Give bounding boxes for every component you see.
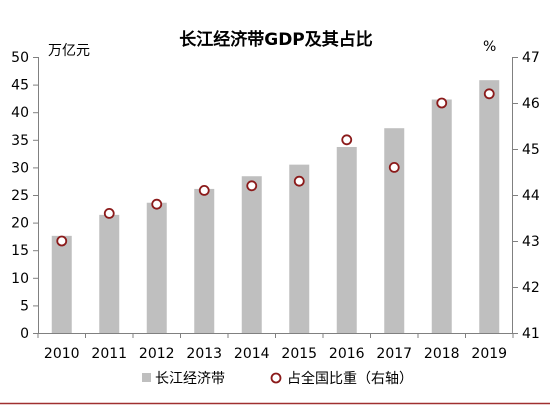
x-tick-label: 2016: [329, 346, 365, 362]
left-tick-label: 30: [11, 160, 29, 176]
left-tick-label: 40: [11, 105, 29, 121]
x-tick-label: 2015: [281, 346, 317, 362]
left-tick-label: 35: [11, 133, 29, 149]
marker-2010: [56, 235, 68, 247]
marker-2011: [103, 207, 115, 219]
right-axis-ticks: 41 42 43 44 45 46 47: [513, 50, 540, 342]
gdp-bar-series: [51, 80, 500, 334]
bar-2014: [241, 176, 262, 333]
x-tick-label: 2019: [471, 346, 507, 362]
right-tick-label: 46: [522, 96, 540, 112]
marker-2019: [483, 88, 495, 100]
bar-2017: [384, 128, 405, 333]
x-tick-label: 2011: [91, 346, 127, 362]
bar-2011: [99, 214, 120, 333]
left-tick-label: 20: [11, 216, 29, 232]
right-tick-label: 47: [522, 50, 540, 66]
left-axis-ticks: 0 5 10 15 20 25 30 35 40 45 50: [11, 50, 38, 342]
left-tick-label: 15: [11, 243, 29, 259]
legend: 长江经济带 占全国比重（右轴）: [142, 370, 413, 387]
legend-label-gdp: 长江经济带: [155, 371, 225, 387]
bar-2015: [289, 164, 310, 333]
chart-title: 长江经济带GDP及其占比: [179, 29, 373, 50]
x-tick-label: 2010: [44, 346, 80, 362]
legend-marker-share: [270, 372, 282, 384]
legend-label-share: 占全国比重（右轴）: [287, 370, 413, 387]
bar-2019: [479, 80, 500, 334]
marker-2018: [436, 97, 448, 109]
share-marker-series: [56, 88, 495, 247]
marker-2012: [151, 198, 163, 210]
marker-2017: [388, 161, 400, 173]
x-axis-ticks: 2010 2011 2012 2013 2014 2015 2016 2017 2018 2019: [37, 333, 514, 362]
x-tick-label: 2017: [376, 346, 412, 362]
x-tick-label: 2013: [186, 346, 222, 362]
marker-2014: [246, 180, 258, 192]
marker-2015: [293, 175, 305, 187]
marker-2013: [198, 184, 210, 196]
bar-2012: [146, 202, 167, 333]
left-tick-label: 5: [20, 298, 29, 314]
left-tick-label: 10: [11, 271, 29, 287]
left-tick-label: 45: [11, 78, 29, 94]
left-tick-label: 0: [20, 326, 29, 342]
right-tick-label: 45: [522, 142, 540, 158]
right-tick-label: 42: [522, 280, 540, 296]
marker-2016: [341, 134, 353, 146]
left-axis-title: 万亿元: [48, 43, 90, 59]
bar-2013: [194, 188, 215, 333]
left-tick-label: 25: [11, 188, 29, 204]
right-axis-title: %: [483, 39, 496, 55]
bar-2018: [431, 99, 452, 333]
x-tick-label: 2014: [234, 346, 270, 362]
right-tick-label: 44: [522, 188, 540, 204]
legend-swatch-gdp: [142, 373, 151, 382]
left-tick-label: 50: [11, 50, 29, 66]
right-tick-label: 43: [522, 234, 540, 250]
bar-2016: [336, 146, 357, 333]
bar-2010: [51, 235, 72, 333]
right-tick-label: 41: [522, 326, 540, 342]
x-tick-label: 2018: [424, 346, 460, 362]
x-tick-label: 2012: [139, 346, 175, 362]
